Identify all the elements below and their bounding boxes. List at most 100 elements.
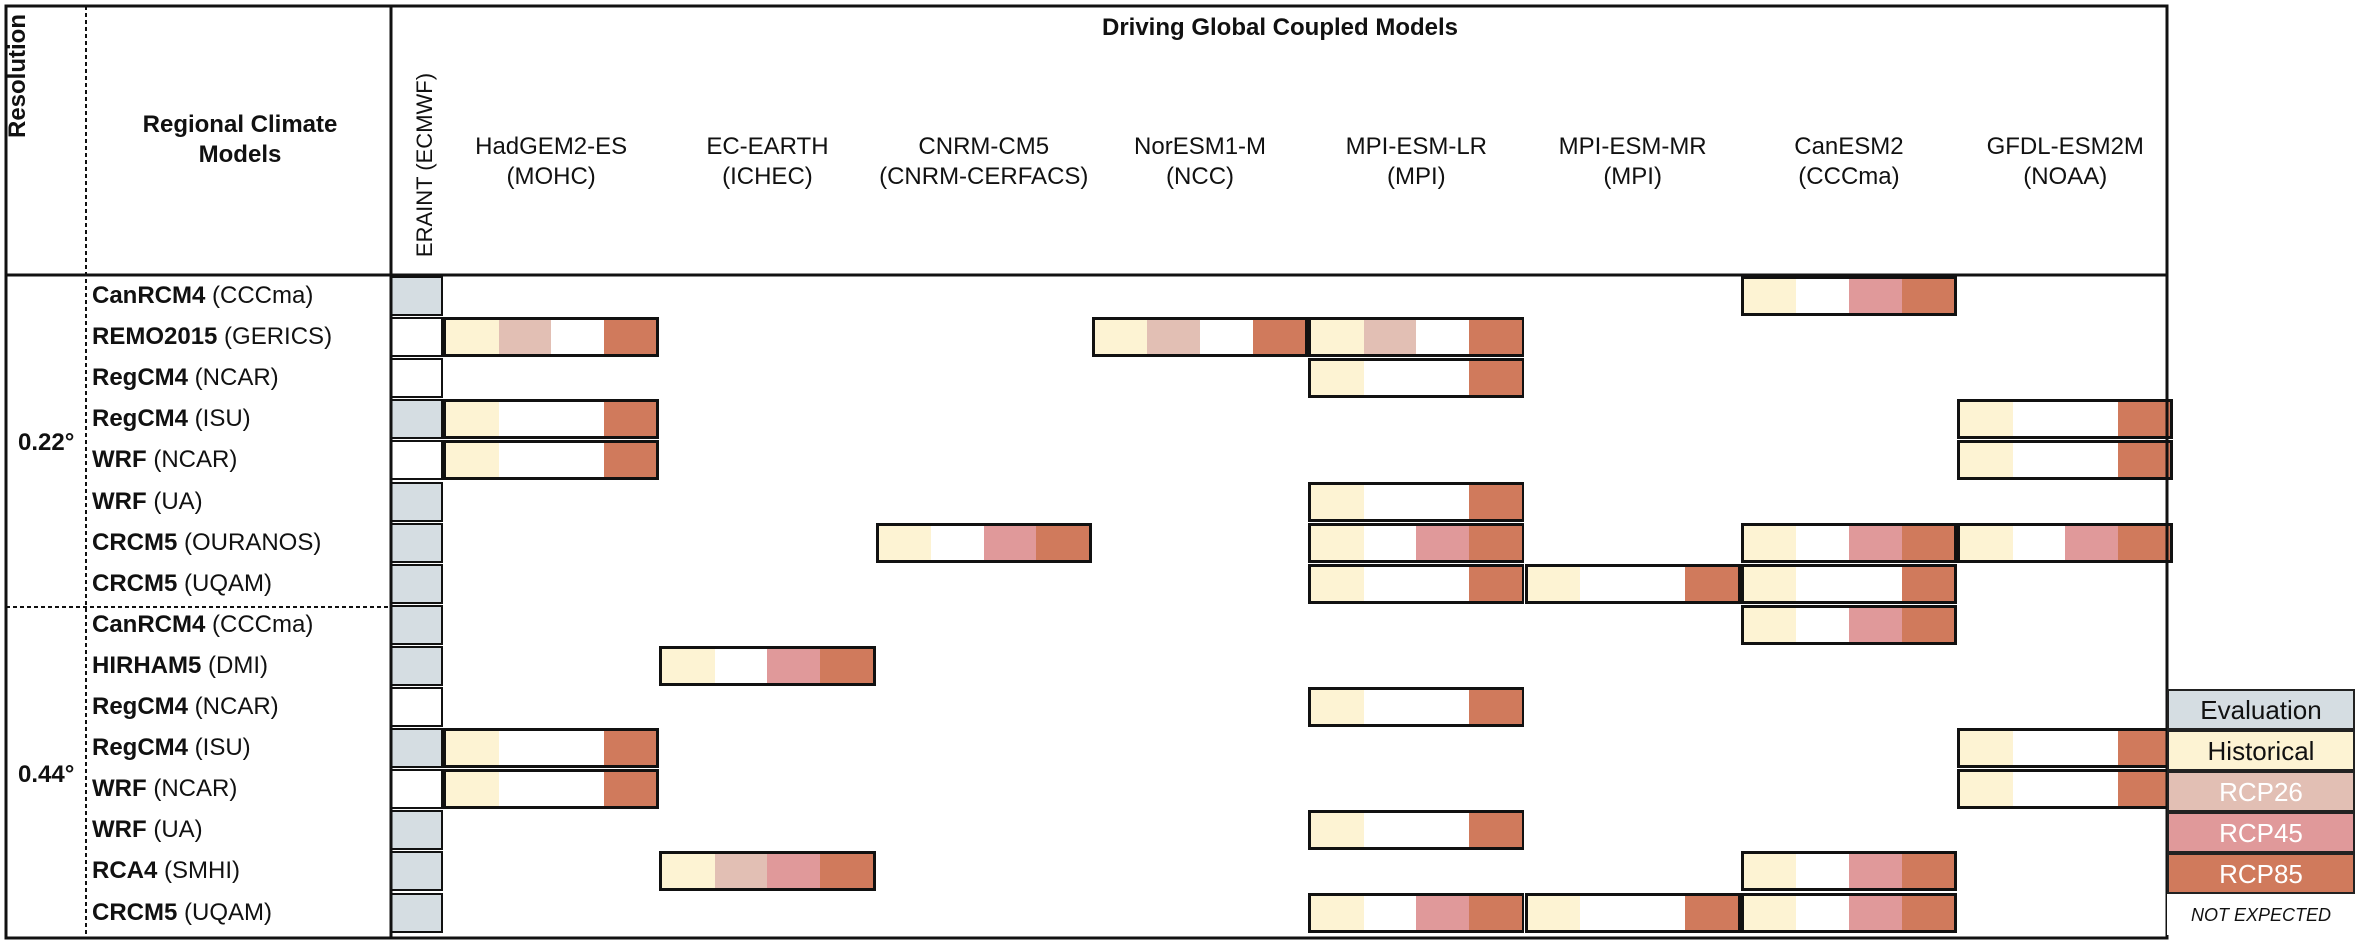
eval-cell (391, 317, 443, 358)
historical-cell (1960, 443, 2013, 478)
rcp26-cell (1363, 566, 1417, 601)
simulation-run-box (1740, 522, 1958, 563)
simulation-run-box (1308, 892, 1525, 933)
table-title: Driving Global Coupled Models (1101, 14, 1458, 41)
eval-cell (391, 769, 443, 810)
historical-cell (1311, 484, 1364, 519)
gcm-institute: (MOHC) (506, 163, 596, 190)
simulation-run-box (1740, 892, 1958, 933)
rcm-row-label: WRF (UA) (92, 487, 203, 515)
rcp26-cell (498, 772, 552, 807)
simulation-run-box (1957, 399, 2174, 440)
rcp85-cell (1901, 895, 1955, 930)
rcp85-cell (1901, 279, 1955, 314)
gcm-name: NorESM1-M (1134, 133, 1267, 160)
simulation-run-box (1957, 769, 2174, 810)
rcp26-cell (1363, 525, 1417, 560)
historical-cell (662, 648, 715, 683)
gcm-institute: (NCC) (1166, 163, 1235, 190)
rcp45-cell (1200, 320, 1253, 355)
simulation-run-box (659, 851, 876, 892)
simulation-run-box (1308, 687, 1525, 728)
rcp45-cell (1848, 895, 1902, 930)
historical-cell (1960, 772, 2013, 807)
legend-item: NOT EXPECTED (2167, 894, 2355, 935)
rcp26-cell (498, 731, 552, 766)
rcm-model-name: CRCM5 (92, 528, 178, 556)
rcp45-cell (2065, 772, 2118, 807)
rcm-row-label: RegCM4 (NCAR) (92, 695, 279, 719)
simulation-run-box (1957, 728, 2174, 769)
rcp26-cell (1580, 895, 1633, 930)
eval-cell (391, 399, 443, 440)
rcm-institute: (NCAR) (188, 693, 279, 720)
rcp26-cell (1796, 607, 1849, 642)
eval-cell (391, 892, 443, 933)
gcm-institute: (MPI) (1387, 163, 1446, 190)
rcm-row-label: CRCM5 (UQAM) (92, 898, 272, 926)
simulation-run-box (875, 522, 1092, 563)
rcm-model-name: RegCM4 (92, 405, 189, 433)
rcm-institute: (NCAR) (146, 775, 238, 803)
rcp45-cell (1416, 361, 1469, 396)
rcm-row-label: CRCM5 (UQAM) (92, 571, 272, 596)
resolution-label-044: 0.44° (18, 761, 75, 788)
rcp85-cell (603, 402, 657, 437)
historical-cell (1960, 731, 2013, 766)
rcp45-cell (1416, 320, 1469, 355)
rcm-model-name: RegCM4 (92, 734, 189, 762)
rcp45-cell (1848, 525, 1902, 560)
gcm-name: GFDL-ESM2M (1986, 133, 2144, 160)
rcp45-cell (983, 525, 1037, 560)
rcm-row-label: RegCM4 (ISU) (92, 736, 251, 760)
simulation-run-box (1091, 317, 1309, 358)
simulation-run-box (443, 440, 660, 481)
rcp45-cell (551, 402, 604, 437)
historical-cell (1743, 895, 1797, 930)
rcp26-cell (1580, 566, 1633, 601)
rcp45-cell (551, 731, 604, 766)
historical-cell (1311, 361, 1364, 396)
historical-cell (662, 854, 715, 889)
rcp85-cell (1468, 525, 1522, 560)
rcm-institute: (GERICS) (217, 323, 333, 351)
rcp45-cell (1416, 690, 1469, 725)
rcm-institute: (NCAR) (146, 446, 238, 474)
simulation-run-box (1308, 810, 1525, 851)
rcp85-cell (1468, 813, 1522, 848)
rcm-institute: (UA) (146, 487, 203, 515)
gcm-header: GFDL-ESM2M (NOAA) (1947, 132, 2183, 192)
rcm-model-name: WRF (92, 816, 147, 844)
rcm-row-label: HIRHAM5 (DMI) (92, 651, 268, 679)
rcm-model-name: RCA4 (92, 857, 158, 885)
rcm-institute: (OURANOS) (177, 528, 322, 556)
rcp45-cell (1632, 895, 1686, 930)
rcp85-cell (1036, 525, 1089, 560)
simulation-run-box (1957, 522, 2174, 563)
gcm-header: MPI-ESM-LR (MPI) (1298, 132, 1534, 192)
rcp45-cell (551, 772, 604, 807)
historical-cell (1743, 279, 1797, 314)
rcp26-cell (1796, 566, 1849, 601)
rcm-row-label: CanRCM4 (CCCma) (92, 612, 313, 637)
simulation-run-box (659, 645, 876, 686)
rcp26-cell (2012, 525, 2066, 560)
rcm-institute: (DMI) (201, 651, 268, 679)
rcp85-cell (603, 772, 657, 807)
rcm-institute: (UQAM) (177, 898, 272, 926)
rcp26-cell (498, 320, 552, 355)
rcm-row-label: RCA4 (SMHI) (92, 859, 240, 883)
eval-cell (391, 358, 443, 399)
rcp85-cell (820, 854, 873, 889)
legend: Evaluation Historical RCP26 RCP45 RCP85 NOT E… (2167, 689, 2355, 935)
rcp26-cell (1363, 361, 1417, 396)
simulation-run-box (443, 317, 660, 358)
historical-cell (1311, 690, 1364, 725)
eval-cell (391, 522, 443, 563)
eval-cell (391, 687, 443, 728)
gcm-name: MPI-ESM-LR (1345, 133, 1487, 160)
gcm-institute: (CCCma) (1798, 163, 1900, 190)
rcp85-cell (1468, 895, 1522, 930)
simulation-run-box (1308, 317, 1525, 358)
rcp45-cell (1848, 279, 1902, 314)
